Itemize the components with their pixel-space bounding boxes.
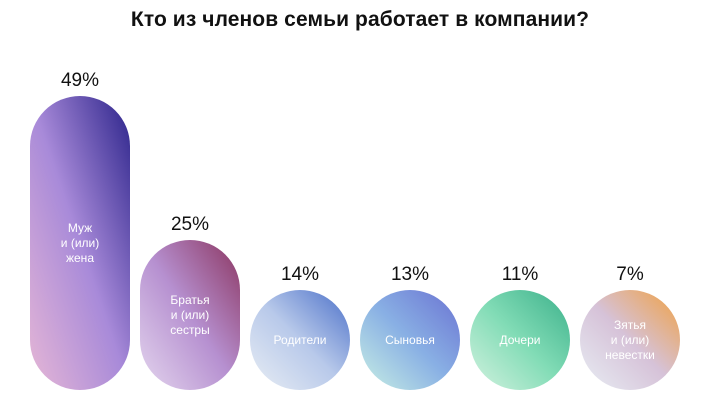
bar-5 [470,290,570,390]
category-label-1: Муж и (или) жена [61,221,99,265]
value-label-4: 13% [391,264,429,285]
category-label-3: Родители [274,333,327,347]
category-label-2: Братья и (или) сестры [170,293,209,337]
category-label-6: Зятья и (или) невестки [605,318,655,362]
bar-1 [30,96,130,390]
value-label-5: 11% [502,264,539,285]
value-label-2: 25% [171,214,209,235]
bar-6 [580,290,680,390]
bar-3 [250,290,350,390]
value-label-3: 14% [281,264,319,285]
category-label-5: Дочери [500,333,541,347]
category-label-4: Сыновья [385,333,435,347]
value-label-1: 49% [61,70,99,91]
value-label-6: 7% [616,264,644,285]
bar-2 [140,240,240,390]
bar-4 [360,290,460,390]
chart-title: Кто из членов семьи работает в компании? [130,8,590,31]
